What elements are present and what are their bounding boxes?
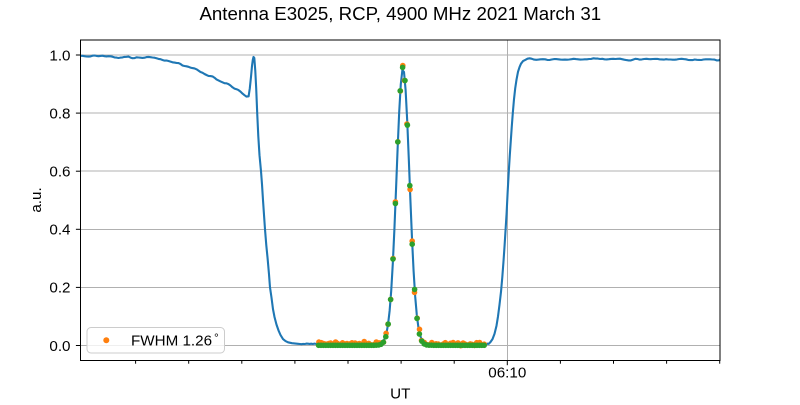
svg-text:FWHM 1.26°: FWHM 1.26 ° — [131, 331, 219, 350]
svg-text:a.u.: a.u. — [28, 187, 45, 212]
svg-text:Antenna E3025, RCP, 4900 MHz 2: Antenna E3025, RCP, 4900 MHz 2021 March … — [199, 3, 601, 24]
svg-text:0.4: 0.4 — [49, 222, 70, 239]
svg-text:0.6: 0.6 — [49, 164, 70, 181]
svg-text:06:10: 06:10 — [488, 365, 526, 382]
svg-text:0.8: 0.8 — [49, 105, 70, 122]
svg-text:1.0: 1.0 — [49, 47, 70, 64]
svg-text:0.2: 0.2 — [49, 280, 70, 297]
svg-text:UT: UT — [390, 386, 410, 401]
svg-text:0.0: 0.0 — [49, 338, 70, 355]
